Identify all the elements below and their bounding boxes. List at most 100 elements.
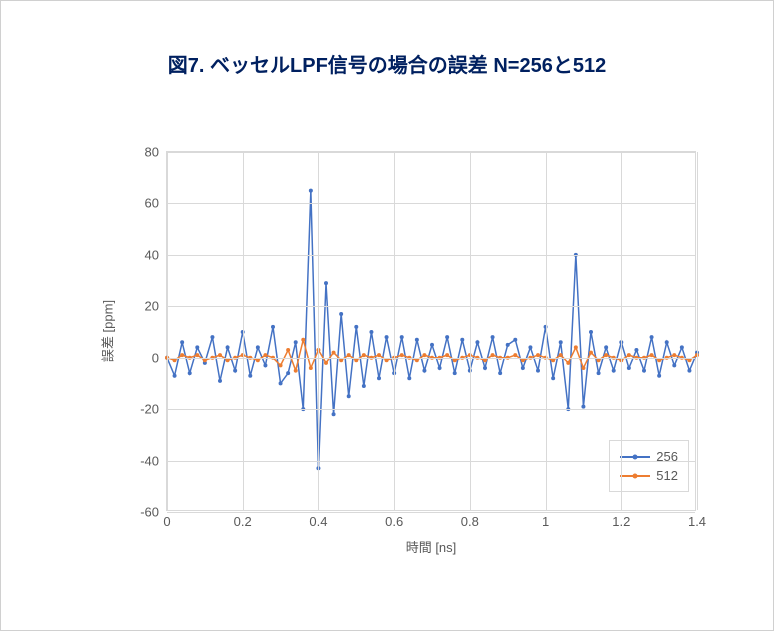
series-marker-256 (180, 340, 184, 344)
series-marker-256 (521, 366, 525, 370)
series-marker-256 (506, 343, 510, 347)
series-marker-512 (415, 358, 419, 362)
series-marker-256 (263, 363, 267, 367)
series-marker-512 (422, 353, 426, 357)
series-marker-512 (483, 358, 487, 362)
series-marker-512 (294, 369, 298, 373)
series-marker-256 (173, 374, 177, 378)
series-marker-256 (294, 340, 298, 344)
series-marker-256 (672, 363, 676, 367)
chart-title: 図7. ベッセルLPF信号の場合の誤差 N=256と512 (1, 49, 773, 78)
series-marker-256 (407, 376, 411, 380)
series-marker-256 (438, 366, 442, 370)
gridline-v (243, 152, 244, 510)
series-marker-512 (551, 358, 555, 362)
series-marker-256 (612, 369, 616, 373)
series-marker-256 (210, 335, 214, 339)
series-marker-512 (362, 353, 366, 357)
gridline-h (167, 358, 695, 359)
x-tick-label: 0 (163, 514, 170, 529)
series-marker-256 (377, 376, 381, 380)
series-marker-256 (528, 345, 532, 349)
series-marker-512 (672, 353, 676, 357)
series-marker-256 (271, 325, 275, 329)
series-marker-256 (324, 281, 328, 285)
series-marker-512 (385, 358, 389, 362)
gridline-h (167, 461, 695, 462)
gridline-h (167, 255, 695, 256)
series-marker-512 (256, 358, 260, 362)
series-marker-256 (279, 381, 283, 385)
series-marker-512 (195, 353, 199, 357)
series-marker-256 (650, 335, 654, 339)
series-marker-256 (256, 345, 260, 349)
series-marker-256 (226, 345, 230, 349)
gridline-v (621, 152, 622, 510)
series-marker-512 (218, 353, 222, 357)
series-marker-512 (324, 361, 328, 365)
x-tick-label: 1 (542, 514, 549, 529)
series-marker-512 (400, 353, 404, 357)
series-marker-512 (589, 351, 593, 355)
series-marker-512 (377, 353, 381, 357)
x-tick-label: 0.2 (234, 514, 252, 529)
series-marker-512 (173, 358, 177, 362)
x-tick-label: 1.4 (688, 514, 706, 529)
series-marker-256 (339, 312, 343, 316)
series-marker-512 (332, 351, 336, 355)
series-marker-512 (203, 358, 207, 362)
series-marker-512 (286, 348, 290, 352)
gridline-v (470, 152, 471, 510)
series-marker-512 (263, 353, 267, 357)
series-marker-256 (453, 371, 457, 375)
series-marker-256 (665, 340, 669, 344)
legend-item: 256 (620, 447, 678, 466)
series-marker-512 (301, 338, 305, 342)
series-marker-512 (687, 358, 691, 362)
gridline-h (167, 512, 695, 513)
series-marker-512 (226, 358, 230, 362)
series-marker-512 (581, 366, 585, 370)
y-tick-label: 20 (145, 299, 159, 314)
series-marker-512 (354, 358, 358, 362)
series-marker-512 (604, 353, 608, 357)
series-marker-256 (513, 338, 517, 342)
legend-label: 256 (656, 449, 678, 464)
series-marker-256 (415, 338, 419, 342)
series-marker-256 (430, 343, 434, 347)
series-marker-256 (551, 376, 555, 380)
series-marker-512 (180, 353, 184, 357)
series-marker-256 (309, 189, 313, 193)
gridline-h (167, 409, 695, 410)
series-marker-256 (188, 371, 192, 375)
series-marker-512 (279, 363, 283, 367)
legend-label: 512 (656, 468, 678, 483)
series-marker-512 (521, 358, 525, 362)
series-marker-256 (369, 330, 373, 334)
x-tick-label: 0.8 (461, 514, 479, 529)
series-marker-512 (657, 358, 661, 362)
series-marker-256 (218, 379, 222, 383)
legend-item: 512 (620, 466, 678, 485)
series-marker-256 (475, 340, 479, 344)
legend-swatch (620, 475, 650, 477)
x-tick-label: 0.6 (385, 514, 403, 529)
series-marker-256 (498, 371, 502, 375)
series-marker-256 (627, 366, 631, 370)
series-marker-512 (339, 358, 343, 362)
x-axis-label: 時間 [ns] (406, 537, 457, 556)
series-marker-512 (491, 353, 495, 357)
gridline-v (167, 152, 168, 510)
series-marker-256 (597, 371, 601, 375)
series-marker-512 (453, 358, 457, 362)
series-marker-512 (650, 353, 654, 357)
series-marker-512 (597, 358, 601, 362)
series-marker-256 (460, 338, 464, 342)
series-marker-512 (559, 353, 563, 357)
y-tick-label: -40 (140, 453, 159, 468)
gridline-v (546, 152, 547, 510)
series-marker-256 (286, 371, 290, 375)
series-marker-256 (400, 335, 404, 339)
series-marker-256 (332, 412, 336, 416)
y-tick-label: 60 (145, 196, 159, 211)
